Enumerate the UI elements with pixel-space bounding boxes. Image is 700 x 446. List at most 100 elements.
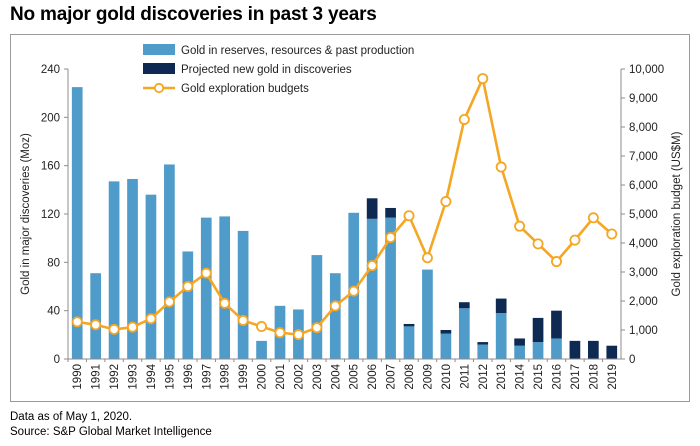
x-tick-label: 2008	[404, 364, 416, 390]
legend-label-projected: Projected new gold in discoveries	[181, 64, 352, 76]
budget-point-2003	[311, 322, 323, 334]
left-tick-label: 80	[47, 257, 60, 269]
bar-reserves-1999	[237, 230, 249, 359]
budget-line-path	[77, 77, 613, 336]
bar-reserves-2015	[532, 342, 544, 359]
x-tick-label: 1999	[238, 364, 250, 390]
x-tick-label: 2013	[496, 364, 508, 390]
budget-point-1999	[237, 314, 249, 326]
bar-reserves-1996	[182, 251, 194, 359]
budget-point-1992	[108, 323, 120, 335]
x-tick-label: 1998	[220, 364, 232, 390]
x-tick-label: 2007	[386, 364, 398, 390]
bar-projected-2018	[588, 340, 599, 359]
left-tick-label: 240	[41, 64, 60, 76]
bar-reserves-2000	[256, 340, 267, 359]
right-tick-label: 1,000	[629, 325, 658, 337]
budget-point-1996	[182, 280, 194, 292]
bar-reserves-1997	[200, 217, 212, 359]
budget-line	[71, 73, 618, 341]
bar-reserves-2011	[458, 308, 470, 359]
left-tick-label: 40	[47, 306, 60, 318]
chart: Gold in reserves, resources & past produ…	[20, 44, 683, 390]
footnotes: Data as of May 1, 2020. Source: S&P Glob…	[10, 410, 212, 440]
bar-reserves-2003	[311, 255, 323, 359]
bar-projected-2015	[532, 317, 544, 343]
bar-projected-2019	[606, 345, 618, 359]
budget-point-1994	[145, 313, 157, 325]
bar-reserves-1990	[71, 87, 83, 359]
source-note: Source: S&P Global Market Intelligence	[10, 426, 212, 438]
budget-point-2005	[348, 285, 360, 297]
budget-point-2014	[514, 220, 526, 232]
legend-swatch-reserves	[143, 44, 175, 55]
x-tick-label: 2011	[459, 364, 471, 389]
bar-reserves-2004	[329, 273, 341, 359]
bar-projected-2014	[514, 338, 525, 346]
bar-reserves-2009	[422, 269, 433, 359]
left-tick-label: 0	[54, 354, 60, 366]
bar-reserves-2008	[403, 326, 415, 359]
x-tick-label: 1993	[128, 364, 140, 390]
budget-point-2001	[274, 327, 286, 339]
budget-point-2017	[569, 234, 581, 246]
x-tick-label: 1992	[109, 364, 121, 390]
right-tick-label: 6,000	[629, 180, 658, 192]
x-tick-label: 2003	[312, 364, 324, 390]
x-tick-label: 2016	[551, 364, 563, 390]
x-tick-label: 2004	[330, 363, 342, 389]
right-axis: 0 1,000 2,000 3,000 4,000 5,000 6,000 7,000 8,00…	[620, 64, 683, 366]
budget-point-2007	[385, 231, 397, 243]
x-tick-label: 2005	[349, 364, 361, 390]
x-tick-label: 2017	[570, 364, 582, 390]
budget-point-2011	[458, 113, 470, 125]
bar-reserves-1998	[219, 216, 231, 359]
x-tick-label: 1991	[91, 364, 103, 390]
legend-swatch-projected	[143, 63, 175, 74]
x-tick-label: 2012	[478, 364, 490, 390]
budget-point-2006	[366, 260, 378, 272]
budget-point-1995	[163, 296, 175, 308]
x-tick-label: 1995	[164, 364, 176, 390]
bar-reserves-2013	[495, 313, 507, 359]
bar-projected-2012	[477, 342, 489, 345]
x-tick-label: 2009	[422, 364, 434, 390]
x-tick-label: 2006	[367, 364, 379, 390]
budget-point-1991	[90, 319, 102, 331]
budget-point-1990	[71, 316, 83, 328]
budget-point-2019	[606, 228, 618, 240]
budget-point-1993	[127, 321, 139, 333]
chart-title: No major gold discoveries in past 3 year…	[10, 4, 377, 25]
x-axis: 1990 1991 1992 1993 1994 1995 1996 1997 1998 1999…	[67, 358, 621, 390]
x-tick-label: 2002	[293, 364, 305, 390]
bar-projected-2006	[366, 198, 378, 219]
bar-reserves-2007	[385, 217, 396, 359]
x-tick-label: 1990	[72, 364, 84, 390]
bar-projected-2013	[495, 298, 507, 314]
left-axis: 0 40 80 120 160 200 240 Gold in major discoveri…	[20, 64, 69, 366]
budget-point-1998	[219, 297, 231, 309]
budget-point-2008	[403, 210, 415, 222]
x-tick-label: 2014	[515, 363, 527, 389]
budget-point-2000	[256, 321, 268, 333]
left-axis-label: Gold in major discoveries (Moz)	[20, 133, 32, 295]
bar-reserves-1992	[108, 181, 120, 359]
budget-point-2004	[329, 300, 341, 312]
right-tick-label: 2,000	[629, 296, 658, 308]
right-tick-label: 8,000	[629, 122, 658, 134]
right-tick-label: 3,000	[629, 267, 658, 279]
bar-reserves-1995	[164, 164, 175, 359]
x-tick-label: 2000	[257, 364, 269, 390]
right-axis-label: Gold exploration budget (US$M)	[671, 131, 683, 296]
bar-projected-2017	[569, 340, 581, 359]
budget-point-1997	[200, 267, 212, 279]
x-tick-label: 2018	[588, 364, 600, 390]
x-tick-label: 2015	[533, 364, 545, 390]
bar-reserves-2012	[477, 344, 489, 359]
right-tick-label: 4,000	[629, 238, 658, 250]
bar-reserves-1994	[145, 194, 157, 359]
right-tick-label: 0	[629, 354, 635, 366]
left-tick-label: 120	[41, 209, 60, 221]
bar-reserves-2010	[440, 333, 452, 359]
legend: Gold in reserves, resources & past produ…	[143, 44, 414, 95]
